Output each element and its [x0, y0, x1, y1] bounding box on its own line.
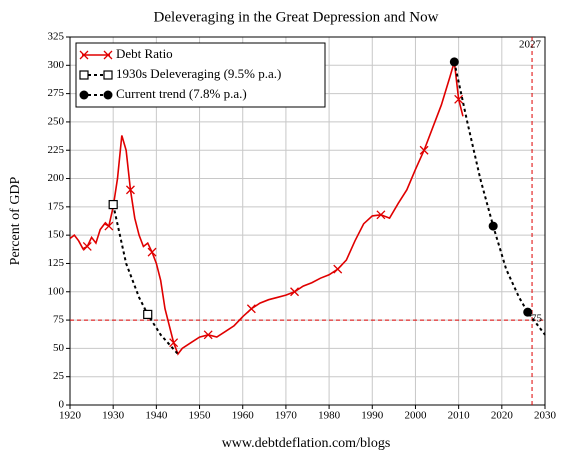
marker [376, 210, 386, 220]
x-tick-label: 1920 [59, 410, 82, 422]
marker [147, 247, 157, 257]
legend-label: Current trend (7.8% p.a.) [116, 86, 247, 101]
marker [523, 307, 533, 317]
y-tick-label: 25 [53, 370, 65, 382]
x-tick-label: 1980 [318, 410, 341, 422]
y-tick-label: 275 [48, 87, 65, 99]
marker [82, 242, 92, 251]
marker [203, 330, 213, 340]
marker [449, 57, 459, 67]
marker [108, 199, 118, 210]
x-tick-label: 1990 [361, 410, 384, 422]
y-tick-label: 125 [48, 257, 65, 269]
legend-marker [103, 50, 113, 60]
marker [454, 94, 464, 104]
marker [333, 264, 343, 274]
y-tick-label: 200 [48, 172, 65, 184]
x-tick-label: 2030 [534, 410, 557, 422]
footer: www.debtdeflation.com/blogs [222, 436, 391, 451]
chart-title: Deleveraging in the Great Depression and… [154, 9, 439, 25]
y-tick-label: 150 [48, 229, 65, 241]
y-tick-label: 0 [59, 399, 65, 411]
y-tick-label: 300 [48, 59, 65, 71]
y-axis-label: Percent of GDP [8, 176, 23, 265]
y-tick-label: 75 [53, 314, 65, 326]
y-tick-label: 325 [48, 31, 65, 43]
x-tick-label: 2000 [404, 410, 427, 422]
x-tick-label: 1970 [275, 410, 298, 422]
marker [169, 338, 179, 348]
plot-frame [69, 36, 546, 406]
legend-marker [79, 90, 89, 100]
marker [290, 287, 300, 297]
x-tick-label: 2010 [448, 410, 471, 422]
y-tick-label: 175 [48, 200, 65, 212]
marker [488, 221, 498, 231]
legend-box [75, 42, 326, 108]
series-line [112, 204, 179, 355]
marker [419, 145, 429, 155]
marker [143, 309, 153, 320]
legend-label: 1930s Deleveraging (9.5% p.a.) [116, 66, 281, 81]
y-tick-label: 100 [48, 285, 65, 297]
marker [125, 185, 135, 195]
legend-marker [103, 70, 113, 80]
y-tick-label: 50 [53, 342, 65, 354]
x-tick-label: 2020 [491, 410, 514, 422]
legend-marker [79, 50, 89, 60]
marker [246, 304, 256, 314]
y-tick-label: 225 [48, 144, 65, 156]
reference-hline-label: 75 [531, 313, 543, 325]
x-tick-label: 1940 [145, 410, 168, 422]
reference-vline-label: 2027 [519, 39, 542, 51]
x-tick-label: 1960 [232, 410, 255, 422]
legend-marker [103, 90, 113, 100]
y-tick-label: 250 [48, 115, 65, 127]
marker [104, 221, 114, 231]
legend-label: Debt Ratio [116, 46, 173, 61]
x-tick-label: 1950 [189, 410, 212, 422]
x-tick-label: 1930 [102, 410, 125, 422]
legend-marker [79, 70, 89, 80]
